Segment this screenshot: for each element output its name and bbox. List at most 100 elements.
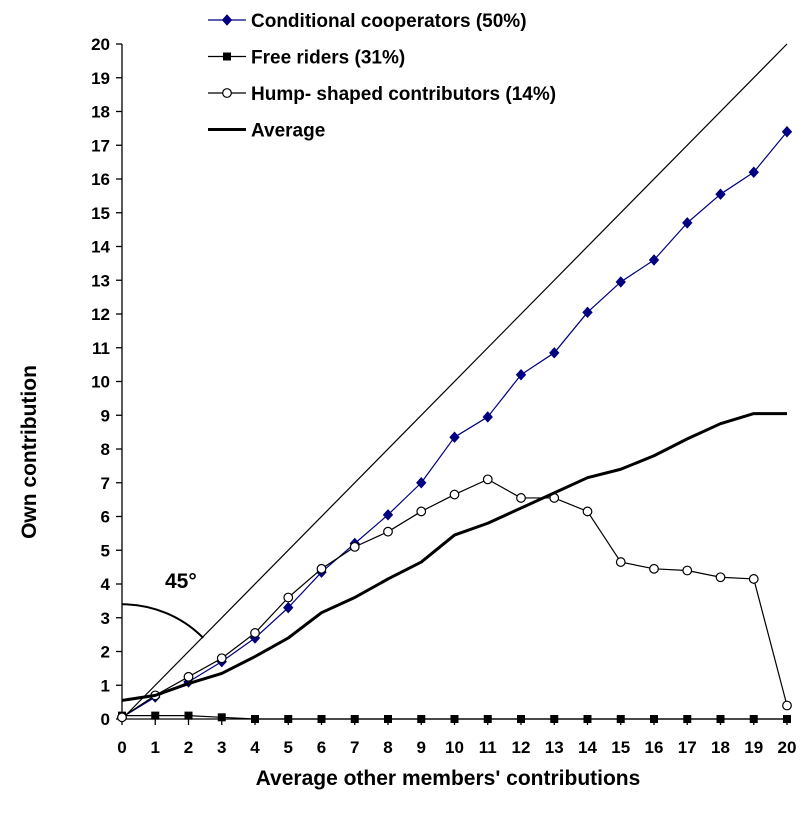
y-tick-label: 4 [101, 575, 111, 594]
data-point [117, 712, 127, 723]
x-tick-label: 3 [217, 738, 226, 757]
y-tick-label: 2 [101, 643, 110, 662]
x-tick-label: 16 [645, 738, 664, 757]
y-tick-label: 10 [91, 373, 110, 392]
y-tick-label: 16 [91, 170, 110, 189]
data-point [582, 506, 593, 517]
y-tick-label: 15 [91, 204, 110, 223]
data-point [748, 166, 759, 178]
y-tick-label: 7 [101, 474, 110, 493]
data-point [283, 592, 294, 603]
data-point [251, 715, 259, 723]
data-point [416, 506, 427, 517]
reference-45-degree-line [121, 43, 788, 720]
legend-marker [222, 88, 232, 98]
x-tick-label: 18 [711, 738, 730, 757]
legend-label: Average [251, 121, 325, 142]
legend-entry: Average [208, 121, 325, 142]
data-point [615, 557, 626, 567]
series-3 [121, 412, 787, 702]
data-point [449, 489, 460, 500]
data-point [416, 477, 427, 489]
y-tick-label: 1 [101, 676, 110, 695]
data-point [517, 715, 525, 723]
data-point [384, 715, 392, 723]
data-point [317, 715, 326, 723]
data-point [349, 541, 360, 552]
data-point [781, 126, 793, 138]
x-axis-title: Average other members' contributions [256, 767, 641, 790]
y-tick-label: 8 [101, 440, 110, 459]
data-point [683, 715, 692, 723]
data-point [449, 431, 460, 443]
x-tick-label: 12 [512, 738, 531, 757]
legend-marker [221, 14, 233, 26]
data-point [383, 526, 393, 537]
series-line [121, 478, 788, 718]
data-point [715, 188, 726, 200]
x-tick-label: 20 [778, 738, 797, 757]
y-tick-label: 12 [91, 305, 110, 324]
y-tick-label: 0 [101, 710, 110, 729]
data-point [316, 563, 327, 574]
y-tick-label: 20 [91, 35, 110, 54]
data-point [649, 563, 659, 574]
y-tick-label: 14 [91, 238, 110, 257]
legend-label: Free riders (31%) [251, 48, 405, 69]
y-tick-label: 17 [91, 136, 110, 155]
data-point [650, 715, 658, 723]
angle-label: 45° [165, 570, 197, 593]
data-point [250, 628, 260, 638]
data-point [151, 711, 160, 720]
x-tick-label: 19 [744, 738, 763, 757]
data-point [583, 715, 592, 723]
x-tick-label: 5 [284, 738, 293, 757]
x-tick-label: 14 [578, 738, 597, 757]
data-point [515, 369, 527, 381]
y-axis-title: Own contribution [18, 365, 41, 539]
data-point [382, 509, 394, 521]
data-point [350, 715, 359, 723]
legend-entry: Free riders (31%) [208, 48, 405, 69]
data-point [749, 715, 758, 723]
data-point [516, 493, 526, 503]
angle-annotation-group: 45° [121, 570, 204, 639]
reference-line-group [121, 43, 788, 720]
x-tick-label: 6 [317, 738, 326, 757]
data-point [715, 572, 726, 583]
x-tick-label: 11 [479, 738, 497, 757]
x-tick-label: 17 [678, 738, 697, 757]
x-tick-label: 13 [545, 738, 564, 757]
x-tick-label: 0 [117, 738, 126, 757]
y-tick-label: 18 [91, 103, 110, 122]
data-point [216, 653, 227, 664]
x-tick-label: 2 [184, 738, 193, 757]
data-point [482, 411, 493, 423]
data-point [783, 715, 791, 723]
y-tick-label: 6 [101, 508, 110, 527]
angle-arc [121, 603, 204, 639]
data-point [782, 700, 792, 711]
data-point [482, 474, 493, 485]
series-1 [118, 711, 791, 723]
y-tick-label: 11 [92, 339, 110, 358]
x-tick-label: 1 [151, 738, 160, 757]
data-point [284, 715, 293, 723]
legend: Conditional cooperators (50%) Free riders… [208, 11, 556, 142]
x-tick-label: 9 [417, 738, 426, 757]
x-tick-label: 10 [445, 738, 464, 757]
y-tick-label: 9 [101, 406, 110, 425]
data-point [450, 715, 459, 723]
legend-entry: Hump- shaped contributors (14%) [208, 84, 556, 105]
data-point [682, 565, 693, 576]
legend-marker [223, 52, 231, 61]
data-point [483, 715, 492, 723]
x-tick-label: 7 [350, 738, 359, 757]
series-2 [117, 474, 792, 723]
x-tick-label: 4 [250, 738, 260, 757]
data-point [682, 217, 693, 229]
data-point [417, 715, 426, 723]
data-point [615, 276, 626, 288]
